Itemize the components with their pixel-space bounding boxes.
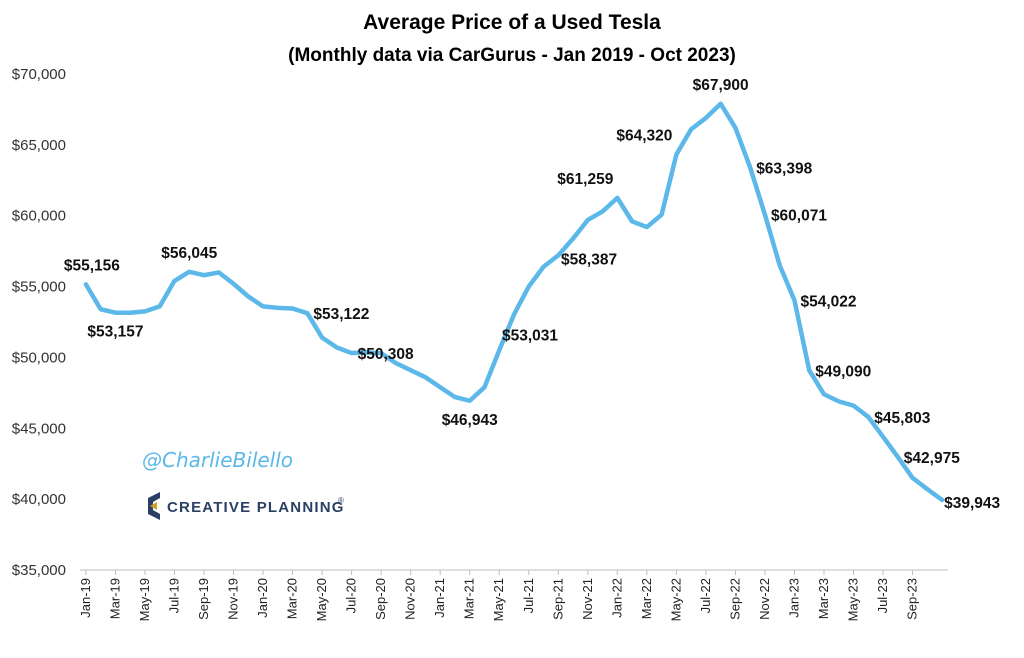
x-tick-label: Jan-22 xyxy=(609,578,624,618)
data-label: $45,803 xyxy=(874,410,930,427)
y-tick-label: $50,000 xyxy=(12,349,66,366)
x-tick-label: May-22 xyxy=(668,578,683,621)
x-tick-label: Jan-21 xyxy=(432,578,447,618)
x-tick-label: Sep-19 xyxy=(196,578,211,620)
creative-planning-logo: CREATIVE PLANNING ® xyxy=(148,492,345,520)
x-tick-label: Sep-22 xyxy=(727,578,742,620)
data-label: $56,045 xyxy=(161,245,217,262)
x-tick-label: Nov-22 xyxy=(757,578,772,620)
x-tick-label: Jul-23 xyxy=(875,578,890,613)
data-label: $55,156 xyxy=(64,257,120,274)
y-tick-label: $45,000 xyxy=(12,420,66,437)
data-label: $64,320 xyxy=(616,127,672,144)
y-tick-label: $35,000 xyxy=(12,562,66,579)
x-tick-label: May-20 xyxy=(314,578,329,621)
data-label: $63,398 xyxy=(756,161,812,178)
x-tick-label: Jan-20 xyxy=(255,578,270,618)
data-label: $53,157 xyxy=(87,324,143,341)
y-tick-label: $55,000 xyxy=(12,279,66,296)
x-tick-label: Nov-21 xyxy=(580,578,595,620)
y-tick-label: $65,000 xyxy=(12,137,66,154)
y-tick-label: $40,000 xyxy=(12,491,66,508)
data-label: $60,071 xyxy=(771,208,827,225)
chart-title: Average Price of a Used Tesla xyxy=(363,11,661,34)
creative-planning-wordmark: CREATIVE PLANNING xyxy=(167,499,345,516)
data-label: $54,022 xyxy=(800,293,856,310)
x-tick-label: Mar-22 xyxy=(639,578,654,619)
data-label: $46,943 xyxy=(442,412,498,429)
x-tick-label: May-19 xyxy=(137,578,152,621)
x-tick-label: Mar-19 xyxy=(107,578,122,619)
data-label: $61,259 xyxy=(557,171,613,188)
data-label: $50,308 xyxy=(358,346,414,363)
data-label: $42,975 xyxy=(904,450,960,467)
x-tick-label: Jul-22 xyxy=(698,578,713,613)
y-tick-label: $70,000 xyxy=(12,66,66,83)
x-tick-label: Sep-20 xyxy=(373,578,388,620)
y-axis: $35,000 $40,000 $45,000 $50,000 $55,000 $60,0… xyxy=(12,66,66,579)
data-label: $39,943 xyxy=(944,495,1000,512)
x-tick-label: Mar-23 xyxy=(816,578,831,619)
x-tick-label: Jul-19 xyxy=(166,578,181,613)
x-tick-label: Mar-20 xyxy=(285,578,300,619)
data-label: $67,900 xyxy=(693,77,749,94)
data-labels: $55,156 $53,157 $56,045 $53,122 $50,308 $46,9… xyxy=(64,77,1001,512)
data-label: $53,122 xyxy=(313,306,369,323)
x-tick-label: Nov-20 xyxy=(403,578,418,620)
data-label: $58,387 xyxy=(561,252,617,269)
x-tick-label: May-21 xyxy=(491,578,506,621)
creative-planning-logo-icon xyxy=(148,492,160,520)
data-label: $53,031 xyxy=(502,327,558,344)
x-tick-label: Mar-21 xyxy=(462,578,477,619)
x-tick-label: Nov-19 xyxy=(226,578,241,620)
x-tick-label: Jan-23 xyxy=(786,578,801,618)
chart-subtitle: (Monthly data via CarGurus - Jan 2019 - … xyxy=(288,45,736,66)
x-tick-label: Jul-21 xyxy=(521,578,536,613)
x-tick-label: Sep-21 xyxy=(550,578,565,620)
registered-mark: ® xyxy=(338,496,344,505)
watermark-handle: @CharlieBilello xyxy=(142,448,293,472)
x-tick-label: May-23 xyxy=(846,578,861,621)
data-label: $49,090 xyxy=(815,363,871,380)
y-tick-label: $60,000 xyxy=(12,208,66,225)
x-tick-label: Jul-20 xyxy=(344,578,359,613)
series-line-used-tesla-price xyxy=(83,101,945,503)
x-axis: Jan-19 Mar-19 May-19 Jul-19 Sep-19 Nov-19 Jan-… xyxy=(78,569,948,621)
x-tick-label: Jan-19 xyxy=(78,578,93,618)
x-tick-label: Sep-23 xyxy=(905,578,920,620)
